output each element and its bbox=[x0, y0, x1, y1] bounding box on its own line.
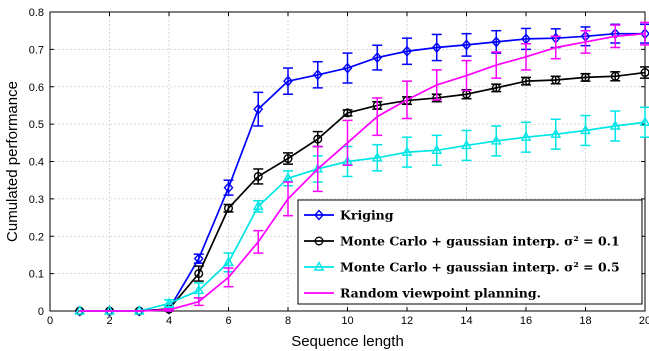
triangle-marker bbox=[223, 256, 234, 267]
y-tick-label: 0.7 bbox=[29, 44, 44, 56]
diamond-marker bbox=[74, 305, 85, 317]
circle-marker bbox=[253, 171, 263, 181]
y-tick-label: 0 bbox=[38, 306, 44, 318]
x-axis-title: Sequence length bbox=[291, 333, 404, 350]
circle-marker bbox=[223, 203, 233, 213]
axes: 0 2 4 6 8 10 12 14 16 18 20 0 0.1 0.2 0.3 0.4 0.5 0.6 0.7 0… bbox=[29, 7, 649, 327]
triangle-marker bbox=[163, 297, 175, 308]
series-2 bbox=[74, 106, 649, 315]
x-tick-label: 8 bbox=[285, 315, 291, 327]
x-tick-label: 6 bbox=[225, 315, 231, 327]
triangle-marker bbox=[252, 200, 264, 211]
triangle-marker bbox=[580, 124, 591, 135]
diamond-marker bbox=[342, 62, 353, 74]
y-axis-title: Cumulated performance bbox=[4, 81, 21, 242]
triangle-marker bbox=[639, 116, 649, 126]
legend-entry: Random viewpoint planning. bbox=[304, 286, 541, 301]
triangle-marker bbox=[609, 120, 621, 130]
circle-marker bbox=[581, 72, 591, 82]
triangle-marker bbox=[490, 135, 502, 145]
series-line bbox=[79, 71, 646, 312]
circle-marker bbox=[283, 154, 293, 164]
legend-box bbox=[297, 199, 643, 305]
triangle-marker bbox=[313, 261, 325, 271]
diamond-marker bbox=[431, 41, 442, 54]
circle-marker bbox=[551, 75, 561, 85]
triangle-marker bbox=[461, 139, 472, 150]
x-tick-label: 4 bbox=[166, 315, 172, 327]
diamond-marker bbox=[312, 69, 323, 81]
circle-marker bbox=[343, 108, 353, 118]
triangle-marker bbox=[520, 131, 532, 141]
circle-marker bbox=[194, 269, 204, 279]
y-tick-label: 0.5 bbox=[29, 119, 44, 131]
series-line bbox=[79, 121, 646, 312]
legend-entry: Kriging bbox=[304, 208, 394, 223]
y-tick-label: 0.8 bbox=[29, 7, 44, 19]
y-tick-label: 0.4 bbox=[29, 157, 44, 169]
legend-label: Monte Carlo + gaussian interp. σ² = 0.1 bbox=[340, 234, 620, 249]
series-line bbox=[79, 32, 646, 312]
triangle-marker bbox=[401, 146, 413, 156]
diamond-marker bbox=[104, 305, 115, 317]
y-tick-label: 0.3 bbox=[29, 194, 44, 206]
legend-label: Random viewpoint planning. bbox=[340, 286, 541, 301]
x-tick-label: 0 bbox=[47, 315, 53, 327]
x-tick-label: 12 bbox=[401, 315, 413, 327]
triangle-marker bbox=[193, 284, 205, 295]
circle-marker bbox=[314, 236, 324, 246]
x-tick-label: 14 bbox=[460, 315, 472, 327]
diamond-marker bbox=[283, 75, 293, 87]
x-tick-label: 18 bbox=[579, 315, 591, 327]
legend-label: Kriging bbox=[340, 208, 394, 223]
diamond-marker bbox=[314, 209, 324, 221]
diamond-marker bbox=[402, 45, 412, 57]
legend: Kriging Monte Carlo + gaussian interp. σ²… bbox=[297, 199, 643, 305]
triangle-marker bbox=[431, 144, 443, 154]
x-tick-label: 10 bbox=[341, 315, 353, 327]
diamond-marker bbox=[223, 182, 234, 194]
x-tick-label: 16 bbox=[520, 315, 532, 327]
diamond-marker bbox=[193, 253, 204, 265]
circle-marker bbox=[521, 76, 531, 86]
series-3 bbox=[79, 21, 649, 312]
circle-marker bbox=[610, 71, 620, 81]
x-tick-label: 2 bbox=[106, 315, 112, 327]
diamond-marker bbox=[461, 39, 472, 51]
legend-entry: Monte Carlo + gaussian interp. σ² = 0.1 bbox=[304, 234, 620, 249]
diamond-marker bbox=[253, 103, 264, 115]
diamond-marker bbox=[372, 52, 383, 64]
triangle-marker bbox=[550, 128, 562, 138]
y-tick-label: 0.2 bbox=[29, 231, 44, 243]
legend-label: Monte Carlo + gaussian interp. σ² = 0.5 bbox=[340, 260, 620, 275]
triangle-marker bbox=[371, 151, 383, 162]
x-tick-label: 20 bbox=[639, 315, 649, 327]
circle-marker bbox=[491, 83, 501, 93]
diamond-marker bbox=[491, 36, 502, 48]
series-layer bbox=[74, 21, 649, 317]
legend-entry: Monte Carlo + gaussian interp. σ² = 0.5 bbox=[304, 260, 620, 275]
circle-marker bbox=[313, 134, 323, 144]
y-tick-label: 0.1 bbox=[29, 269, 44, 281]
y-tick-label: 0.6 bbox=[29, 82, 44, 94]
